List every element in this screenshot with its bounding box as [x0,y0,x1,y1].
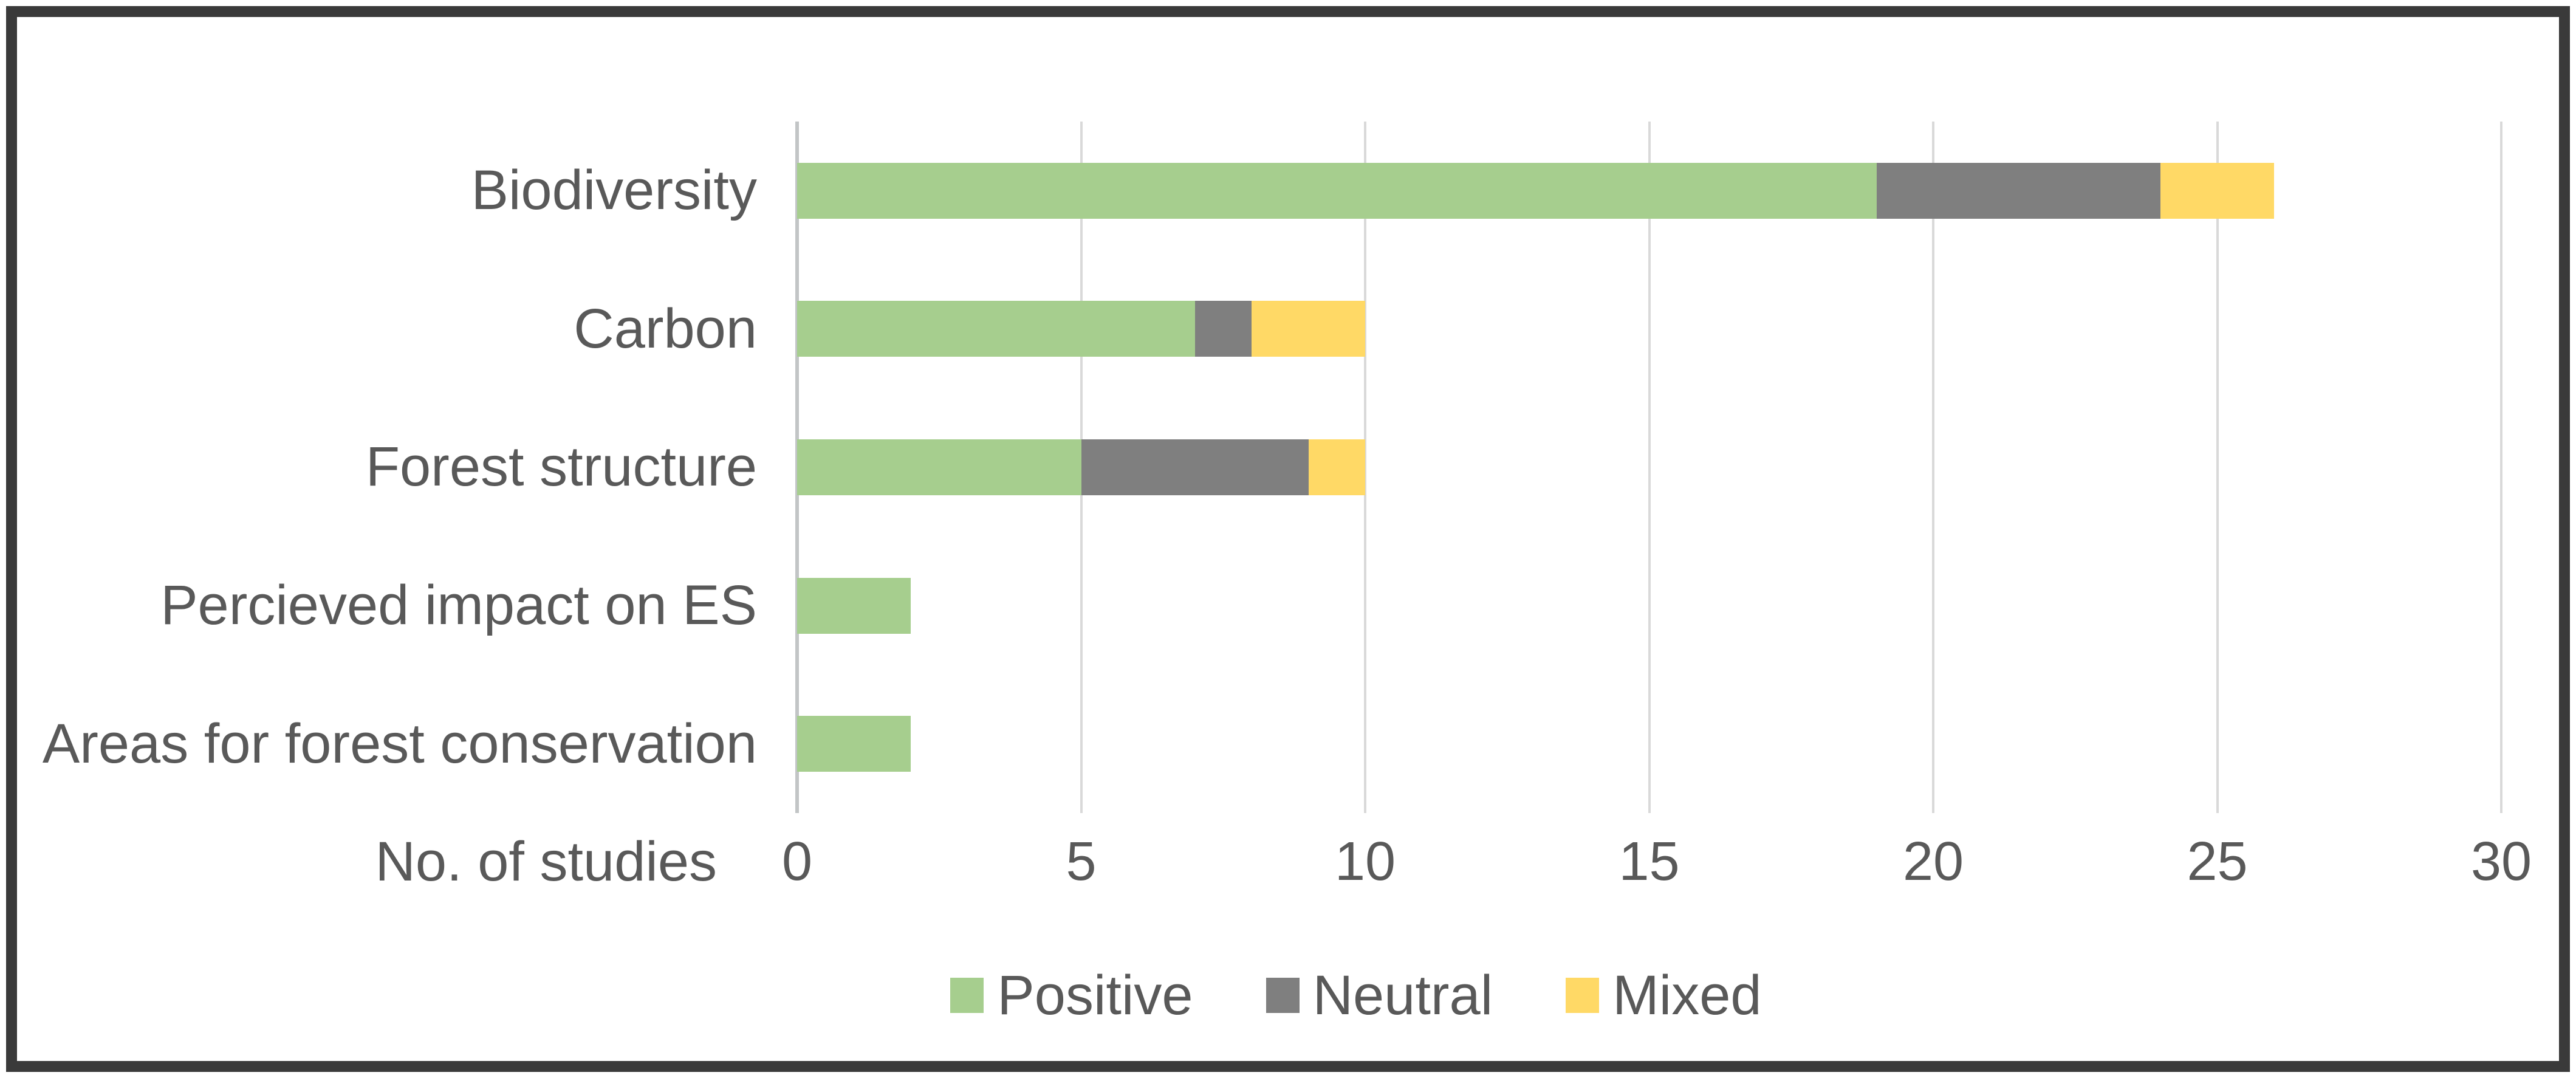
bar-segment-positive [797,162,1877,219]
x-tick-label-25: 25 [2187,831,2248,892]
x-tick-label-20: 20 [1902,831,1964,892]
legend-item-positive: Positive [950,964,1193,1028]
x-tick-label-0: 0 [781,831,813,892]
bar-row [797,162,2274,219]
bar-segment-positive [797,716,911,772]
bar-row [797,301,1365,357]
legend-item-mixed: Mixed [1566,964,1762,1028]
x-tick-label-30: 30 [2470,831,2532,892]
bar-segment-mixed [1252,301,1365,357]
bar-segment-positive [797,301,1195,357]
x-tick-label-15: 15 [1619,831,1680,892]
bar-row [797,577,911,634]
bar-segment-neutral [1876,162,2160,219]
category-label: Carbon [574,297,757,360]
category-label: Areas for forest conservation [42,712,757,775]
x-tick-label-10: 10 [1334,831,1396,892]
x-tick-label-5: 5 [1066,831,1097,892]
chart-frame-border: Biodiversity Carbon Forest structure Percie… [6,6,2570,1072]
legend-swatch-icon [1266,978,1300,1013]
x-axis-title: No. of studies [375,831,717,893]
bar-segment-neutral [1081,439,1309,495]
bar-segment-mixed [2160,162,2274,219]
legend-label: Mixed [1612,964,1762,1026]
bar-row [797,439,1365,495]
category-label: Biodiversity [471,159,757,222]
bar-row [797,716,911,772]
category-label: Forest structure [365,436,757,498]
gridline-x-15 [1648,122,1651,813]
bar-segment-mixed [1308,439,1365,495]
legend-item-neutral: Neutral [1266,964,1493,1028]
gridline-x-25 [2216,122,2219,813]
legend: Positive Neutral Mixed [85,960,2576,1031]
category-label: Percieved impact on ES [160,574,757,637]
bar-segment-positive [797,439,1081,495]
gridline-x-10 [1364,122,1366,813]
legend-label: Positive [997,964,1193,1026]
bar-segment-positive [797,577,911,634]
gridline-x-30 [2500,122,2502,813]
legend-swatch-icon [950,978,984,1013]
bar-segment-neutral [1194,301,1252,357]
gridline-x-20 [1932,122,1934,813]
legend-label: Neutral [1312,964,1493,1026]
legend-swatch-icon [1566,978,1600,1013]
plot-area [795,122,2502,813]
